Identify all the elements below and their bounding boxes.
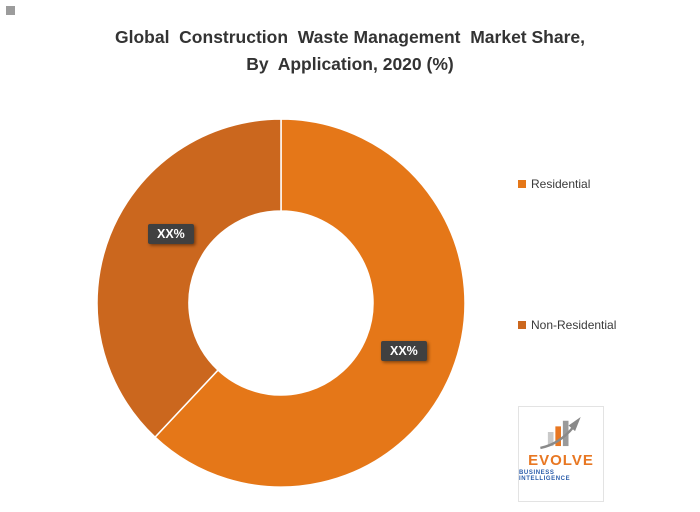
logo-brand-text: EVOLVE — [528, 452, 594, 469]
legend-marker-residential-icon — [518, 180, 526, 188]
legend-marker-non-residential-icon — [518, 321, 526, 329]
data-label-non-residential: XX% — [148, 224, 194, 244]
donut-slice-non-residential — [96, 118, 282, 439]
chart-title-line1: Global Construction Waste Management Mar… — [115, 27, 585, 47]
data-label-residential: XX% — [381, 341, 427, 361]
logo-tagline-text: BUSINESS INTELLIGENCE — [519, 470, 571, 482]
chart-title-line2: By Application, 2020 (%) — [246, 54, 454, 74]
legend-label: Residential — [531, 177, 591, 191]
corner-mark — [6, 6, 15, 15]
legend-item-non-residential: Non-Residential — [518, 318, 616, 332]
donut-chart — [96, 118, 466, 488]
chart-title: Global Construction Waste Management Mar… — [0, 24, 700, 78]
legend-item-residential: Residential — [518, 177, 590, 191]
evolve-logo: EVOLVE BUSINESS INTELLIGENCE — [518, 406, 604, 502]
legend-label: Non-Residential — [531, 318, 617, 332]
donut-slice-residential — [153, 118, 466, 488]
evolve-logo-icon — [540, 417, 581, 450]
